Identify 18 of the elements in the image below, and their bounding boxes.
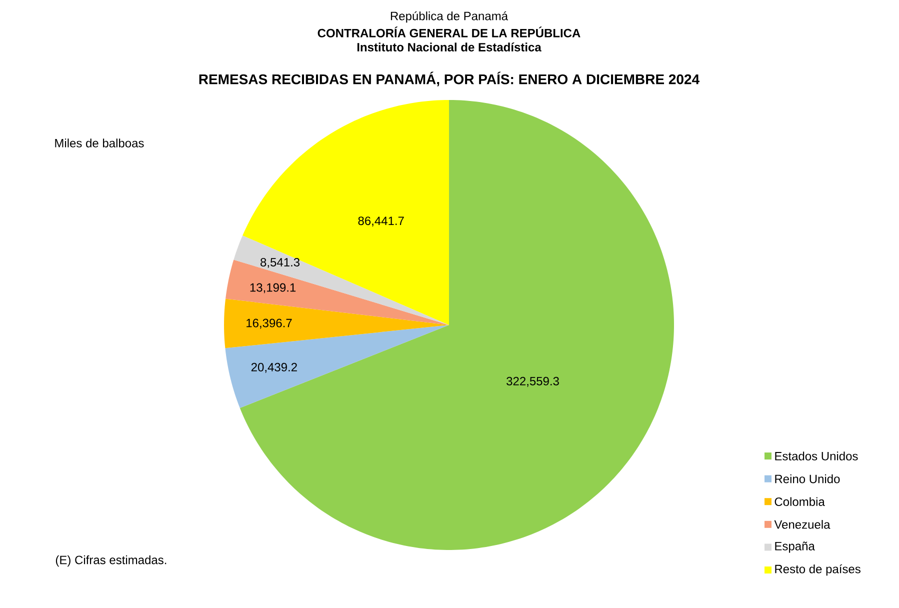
legend-label: Venezuela bbox=[774, 520, 830, 529]
legend-label: Colombia bbox=[774, 497, 825, 506]
text: CONTRALORÍA GENERAL DE LA REPÚBLICA bbox=[318, 26, 580, 38]
data-label: 8,541.3 bbox=[260, 258, 300, 268]
data-label: 322,559.3 bbox=[506, 376, 559, 387]
text: República de Panamá bbox=[390, 11, 508, 23]
chart-title: REMESAS RECIBIDAS EN PANAMÁ, POR PAÍS: ENERO A DICIEMBRE 2024 bbox=[199, 72, 700, 86]
text: Miles de balboas bbox=[55, 138, 144, 148]
data-label: 20,439.2 bbox=[251, 362, 297, 373]
data-label: 13,199.1 bbox=[250, 283, 296, 294]
data-label: 16,396.7 bbox=[246, 318, 292, 329]
legend-label: Resto de países bbox=[775, 564, 860, 576]
legend-label: Estados Unidos bbox=[775, 452, 858, 460]
legend-label: España bbox=[775, 542, 815, 553]
text: (E) Cifras estimadas. bbox=[56, 555, 166, 567]
data-label: 86,441.7 bbox=[358, 216, 404, 226]
legend-label: Reino Unido bbox=[775, 474, 840, 484]
text: Instituto Nacional de Estadística bbox=[357, 42, 542, 52]
